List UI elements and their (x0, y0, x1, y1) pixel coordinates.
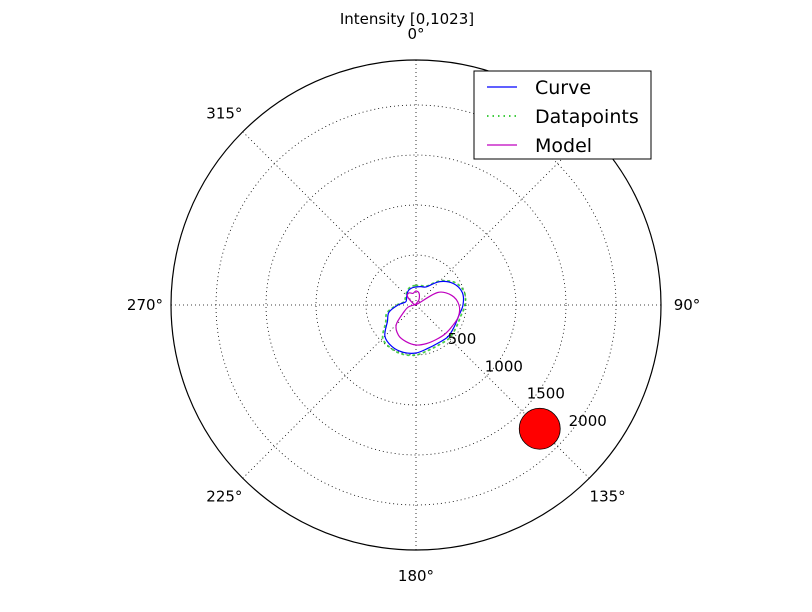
r-tick-label-500: 500 (448, 330, 477, 348)
series-curve (384, 280, 465, 354)
series-datapoints (381, 279, 467, 357)
legend-label-datapoints: Datapoints (535, 106, 639, 128)
theta-tick-label-315: 315° (206, 104, 242, 122)
tick-labels: 0°45°90°135°180°225°270°315°500100015002… (127, 25, 700, 585)
theta-tick-label-225: 225° (206, 488, 242, 506)
theta-tick-label-180: 180° (398, 567, 434, 585)
red-marker (518, 407, 561, 450)
r-tick-label-2000: 2000 (569, 412, 607, 430)
polar-grid (171, 60, 661, 550)
theta-tick-label-0: 0° (407, 25, 424, 43)
chart-title: Intensity [0,1023] (340, 10, 474, 28)
r-tick-label-1000: 1000 (485, 357, 523, 375)
theta-gridline-45 (415, 131, 590, 306)
r-gridline-500 (365, 254, 467, 356)
theta-tick-label-90: 90° (674, 296, 701, 314)
theta-tick-label-270: 270° (127, 296, 163, 314)
theta-tick-label-135: 135° (590, 488, 626, 506)
series-layer (381, 279, 467, 357)
polar-frame (170, 59, 662, 551)
polar-axes (170, 59, 662, 551)
theta-gridline-315 (242, 131, 417, 306)
r-gridline-1500 (265, 154, 567, 456)
legend-label-model: Model (535, 135, 592, 157)
legend: Curve Datapoints Model (473, 70, 652, 160)
theta-gridline-225 (242, 304, 417, 479)
r-tick-label-1500: 1500 (527, 385, 565, 403)
legend-box (473, 70, 652, 160)
marker-layer (518, 407, 561, 450)
legend-label-curve: Curve (535, 77, 591, 99)
series-model (395, 290, 461, 346)
